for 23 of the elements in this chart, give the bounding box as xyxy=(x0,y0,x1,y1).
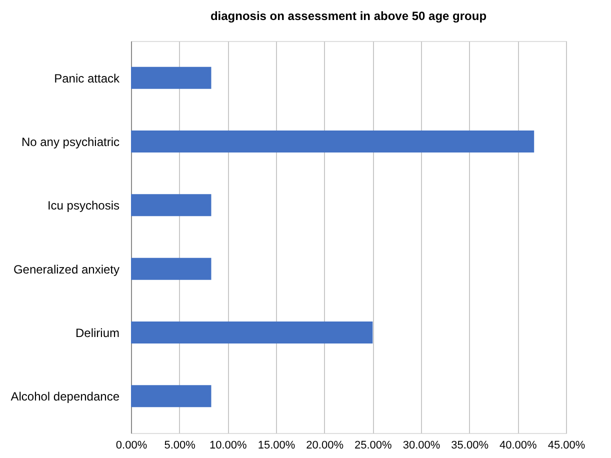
x-tick-label: 0.00% xyxy=(116,440,148,452)
bar xyxy=(131,130,534,152)
chart-title: diagnosis on assessment in above 50 age group xyxy=(210,9,487,23)
y-tick-label: Generalized anxiety xyxy=(13,262,120,276)
y-tick-label: Icu psychosis xyxy=(47,198,120,213)
x-tick-label: 10.00% xyxy=(210,440,248,452)
y-tick-label: Delirium xyxy=(75,326,120,340)
x-tick-label: 20.00% xyxy=(306,440,344,452)
x-tick-label: 40.00% xyxy=(500,440,538,452)
x-tick-label: 35.00% xyxy=(451,440,489,452)
y-tick-label: Panic attack xyxy=(54,71,120,86)
bar xyxy=(131,258,212,280)
bar xyxy=(131,194,212,216)
x-tick-label: 5.00% xyxy=(164,440,196,452)
x-tick-label: 30.00% xyxy=(402,440,440,452)
x-tick-label: 25.00% xyxy=(354,440,392,452)
bar xyxy=(131,322,373,344)
x-tick-label: 45.00% xyxy=(548,440,586,452)
bar xyxy=(131,66,212,89)
y-tick-label: No any psychiatric xyxy=(21,135,120,149)
bar xyxy=(131,385,212,408)
x-tick-label: 15.00% xyxy=(258,440,296,452)
y-tick-label: Alcohol dependance xyxy=(10,390,120,404)
